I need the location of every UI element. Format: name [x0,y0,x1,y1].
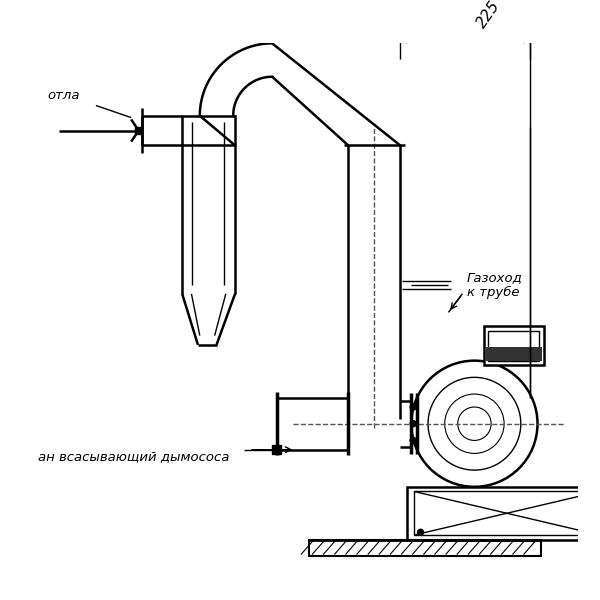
Bar [485,347,542,361]
Text: отла: отла [47,89,80,102]
Bar [277,398,348,450]
Circle shape [409,403,417,411]
Circle shape [409,420,417,427]
Bar [135,127,142,134]
Circle shape [417,529,424,536]
Text: 225: 225 [475,0,503,31]
Bar [414,491,599,535]
Bar [182,116,235,145]
Bar [272,445,281,454]
Text: ан всасывающий дымососа: ан всасывающий дымососа [38,449,230,463]
Bar [309,539,541,556]
Circle shape [589,529,597,536]
Circle shape [409,437,417,444]
Bar [407,487,600,539]
Bar [488,331,539,361]
Bar [484,326,544,365]
Text: Газоход
к трубе: Газоход к трубе [467,271,523,299]
